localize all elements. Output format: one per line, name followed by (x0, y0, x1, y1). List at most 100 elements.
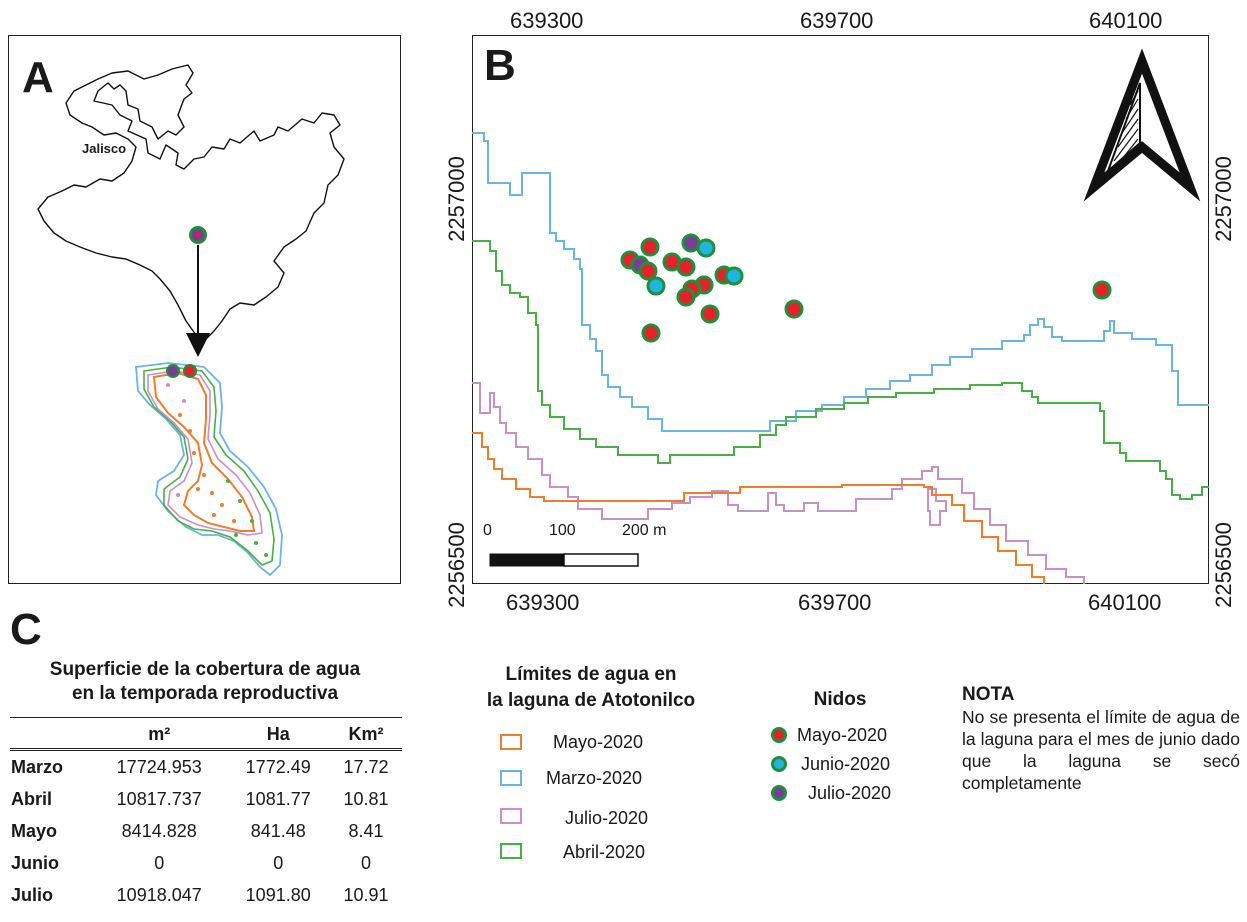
table-cell: 17.72 (343, 756, 389, 777)
lagoon-outline-marzo (135, 362, 283, 577)
panel-b-frame (472, 35, 1209, 584)
legend-swatch-julio (500, 808, 522, 824)
panel-b-letter: B (484, 41, 516, 90)
legend-swatch-abril (500, 843, 522, 859)
boundary-julio (472, 382, 1085, 584)
table-cell: 10.91 (343, 884, 389, 905)
scale-bar (489, 553, 639, 567)
nest-mayo (700, 304, 720, 324)
panel-a-frame (8, 35, 401, 584)
table-header-cell (10, 718, 92, 751)
legend-nest-junio: Junio-2020 (801, 754, 891, 774)
right-coord-2: 2256500 (1211, 522, 1236, 608)
nest-junio (646, 276, 666, 296)
nest-junio (696, 238, 716, 258)
lagoon-outline-mayo (152, 371, 256, 532)
north-arrow-icon (1083, 48, 1201, 202)
table-cell: Abril (11, 788, 53, 809)
table-row: Junio 0 0 0 (10, 847, 402, 879)
legend-swatch-marzo (500, 770, 522, 786)
table-cell: 1081.77 (245, 788, 311, 809)
legend-nest-julio: Julio-2020 (808, 783, 892, 803)
table-cell: 10817.737 (116, 788, 202, 809)
nest-junio (724, 266, 744, 286)
table-row: Abril 10817.737 1081.77 10.81 (10, 783, 402, 815)
nest-mayo (784, 299, 804, 319)
lagoon-outline-abril (143, 366, 275, 566)
legend-dot-mayo (771, 727, 787, 743)
bottom-coord-1: 639300 (506, 590, 580, 615)
bottom-coord-3: 640100 (1088, 590, 1162, 615)
legend-label-mayo: Mayo-2020 (553, 732, 644, 752)
note-text: No se presenta el límite de agua de la l… (962, 707, 1240, 793)
table-cell: Marzo (11, 756, 64, 777)
table-cell: 10918.047 (116, 884, 202, 905)
legend-label-abril: Abril-2020 (563, 842, 646, 862)
table-row: Julio 10918.047 1091.80 10.91 (10, 879, 402, 911)
top-coord-2: 639700 (800, 8, 874, 33)
table-rule-top (10, 717, 402, 718)
jalisco-outline (37, 64, 345, 340)
left-coord-1: 2257000 (444, 156, 469, 242)
table-header-row: m² Ha Km² (10, 718, 402, 751)
boundary-julio-island (927, 488, 947, 526)
nest-mayo (676, 287, 696, 307)
legend-nest-mayo: Mayo-2020 (797, 725, 888, 745)
nest-mayo (676, 257, 696, 277)
legend-label-marzo: Marzo-2020 (546, 768, 643, 788)
table-title-1: Superficie de la cobertura de agua (49, 659, 361, 680)
panel-a-map (37, 64, 345, 577)
scale-label-0: 0 (483, 522, 492, 539)
panel-c-letter: C (10, 605, 42, 654)
table-cell: 1091.80 (245, 884, 311, 905)
bottom-coord-2: 639700 (798, 590, 872, 615)
boundary-abril (472, 240, 1209, 500)
left-coord-2: 2256500 (444, 522, 469, 608)
scale-label-100: 100 (549, 522, 576, 539)
legend-dot-junio (771, 756, 787, 772)
table-header-cell: Km² (348, 723, 384, 744)
table-cell: Julio (11, 884, 54, 905)
table-cell: 841.48 (250, 820, 306, 841)
boundary-marzo (472, 132, 1209, 432)
table-rule-mid (10, 748, 402, 749)
table-cell: 10.81 (343, 788, 389, 809)
note-title: NOTA (962, 684, 1015, 705)
water-area-table: m² Ha Km² Marzo 17724.953 1772.49 17.72 … (10, 718, 402, 911)
table-cell: Mayo (11, 820, 58, 841)
legend-nests-title: Nidos (813, 689, 867, 710)
top-coord-1: 639300 (510, 8, 584, 33)
scale-label-200: 200 m (622, 522, 667, 539)
boundary-mayo (472, 432, 1045, 584)
legend-swatch-mayo (500, 734, 522, 750)
panel-a-letter: A (22, 53, 54, 102)
legend-label-julio: Julio-2020 (565, 808, 649, 828)
table-cell: 0 (154, 852, 165, 873)
table-cell: 1772.49 (245, 756, 311, 777)
table-cell: 8.41 (348, 820, 384, 841)
nest-mayo (641, 323, 661, 343)
table-title-2: en la temporada reproductiva (71, 683, 339, 704)
nest-mayo (638, 261, 658, 281)
legend-limits-title-2: la laguna de Atotonilco (486, 690, 696, 711)
table-cell: 0 (273, 852, 284, 873)
panel-b-map (472, 48, 1209, 584)
state-label: Jalisco (82, 141, 127, 156)
table-cell: 0 (360, 852, 371, 873)
down-arrow-icon (186, 333, 210, 357)
legend-limits-title-1: Límites de agua en (505, 664, 677, 685)
top-coord-3: 640100 (1089, 8, 1163, 33)
legend-dot-julio (771, 785, 787, 801)
table-cell: 8414.828 (121, 820, 197, 841)
table-cell: 17724.953 (116, 756, 202, 777)
nest-mayo (640, 237, 660, 257)
table-row: Mayo 8414.828 841.48 8.41 (10, 815, 402, 847)
table-header-cell: m² (148, 723, 171, 744)
nest-markers (620, 233, 1112, 343)
table-cell: Junio (11, 852, 59, 873)
lagoon-outline-julio (147, 370, 263, 536)
table-row: Marzo 17724.953 1772.49 17.72 (10, 751, 402, 784)
nest-mayo (1092, 280, 1112, 300)
right-coord-1: 2257000 (1211, 156, 1236, 242)
table-header-cell: Ha (266, 723, 290, 744)
